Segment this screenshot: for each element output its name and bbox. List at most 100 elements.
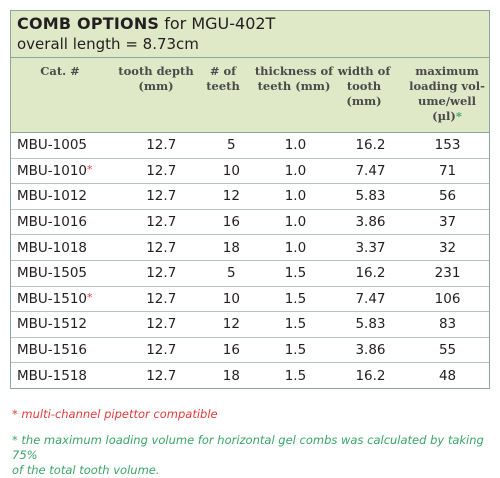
cell-width: 3.37 — [334, 234, 407, 261]
cell-cat-number: MBU-1010* — [11, 157, 116, 184]
cell-width: 3.86 — [334, 336, 407, 363]
multichannel-star: * — [87, 162, 93, 176]
table-row: MBU-1516 12.7 16 1.5 3.86 55 — [11, 336, 489, 363]
cell-tooth-depth: 12.7 — [115, 285, 207, 312]
cat-number-text: MBU-1012 — [17, 188, 88, 205]
table-row: MBU-1510* 12.7 10 1.5 7.47 106 — [11, 285, 489, 312]
table-row: MBU-1518 12.7 18 1.5 16.2 48 — [11, 362, 489, 388]
cell-num-teeth: 10 — [206, 157, 257, 184]
cat-number-text: MBU-1016 — [17, 214, 88, 231]
cell-thickness: 1.5 — [256, 362, 335, 388]
cell-width: 3.86 — [334, 208, 407, 235]
note-volume-line2: of the total tooth volume. — [12, 463, 160, 477]
cell-volume: 83 — [406, 311, 489, 338]
cell-cat-number: MBU-1516 — [11, 336, 116, 363]
cell-num-teeth: 18 — [206, 234, 257, 261]
cell-tooth-depth: 12.7 — [115, 362, 207, 388]
cell-num-teeth: 12 — [206, 311, 257, 338]
cell-thickness: 1.0 — [256, 234, 335, 261]
header-volume: maximum loading vol-ume/well (µl)* — [409, 64, 485, 124]
column-header-row: Cat. # tooth depth (mm) # of teeth thick… — [11, 58, 489, 132]
cell-tooth-depth: 12.7 — [115, 208, 207, 235]
cell-tooth-depth: 12.7 — [146, 137, 177, 154]
cell-cat-number: MBU-1510* — [11, 285, 116, 312]
cell-cat-number: MBU-1505 — [11, 259, 116, 287]
table-row: MBU-1010* 12.7 10 1.0 7.47 71 — [11, 157, 489, 184]
note-volume-line1: * the maximum loading volume for horizon… — [12, 433, 484, 462]
cat-number-text: MBU-1010 — [17, 162, 88, 179]
header-cat: Cat. # — [40, 64, 80, 78]
table-title: COMB OPTIONS for MGU-402T — [17, 14, 483, 34]
cell-thickness: 1.5 — [256, 336, 335, 363]
cell-volume: 37 — [406, 208, 489, 235]
header-width: width of tooth (mm) — [337, 64, 391, 108]
title-suffix: for MGU-402T — [159, 14, 276, 33]
cell-tooth-depth: 12.7 — [115, 259, 207, 287]
cell-num-teeth: 10 — [206, 285, 257, 312]
cell-thickness: 1.5 — [256, 311, 335, 338]
header-thickness: thickness of teeth (mm) — [254, 64, 334, 93]
cell-cat-number: MBU-1016 — [11, 208, 116, 235]
table-row: MBU-1505 12.7 5 1.5 16.2 231 — [11, 259, 489, 287]
cell-num-teeth: 16 — [206, 208, 257, 235]
cell-num-teeth: 12 — [206, 183, 257, 210]
cell-width: 5.83 — [334, 183, 407, 210]
note-multichannel: * multi-channel pipettor compatible — [12, 407, 218, 421]
header-num-teeth: # of teeth — [206, 64, 240, 93]
cell-cat-number: MBU-1518 — [11, 362, 116, 388]
header-tooth-depth: tooth depth (mm) — [118, 64, 194, 93]
cell-thickness: 1.0 — [256, 157, 335, 184]
cell-thickness: 1.0 — [256, 183, 335, 210]
cell-tooth-depth: 12.7 — [115, 311, 207, 338]
cell-tooth-depth: 12.7 — [115, 336, 207, 363]
table-row: MBU-1012 12.7 12 1.0 5.83 56 — [11, 183, 489, 210]
cell-tooth-depth: 12.7 — [115, 157, 207, 184]
cell-volume: 32 — [406, 234, 489, 261]
header-volume-label: maximum loading vol-ume/well (µl)* — [409, 64, 485, 123]
comb-options-table-card: COMB OPTIONS for MGU-402T overall length… — [10, 10, 490, 389]
cat-number-text: MBU-1510 — [17, 290, 88, 307]
cell-width: 16.2 — [334, 362, 407, 388]
cat-number-text: MBU-1005 — [17, 137, 88, 154]
cell-volume: 231 — [406, 259, 489, 287]
header-divider — [11, 132, 489, 133]
table-body: MBU-1005 12.7 5 1.0 16.2 153 MBU-1010* 12.7 10 1.… — [11, 133, 489, 388]
cell-tooth-depth: 12.7 — [115, 234, 207, 261]
cell-num-teeth: 16 — [206, 336, 257, 363]
cat-number-text: MBU-1512 — [17, 316, 88, 333]
cell-volume: 153 — [434, 137, 461, 154]
cell-num-teeth: 5 — [227, 137, 236, 154]
cell-cat-number: MBU-1512 — [11, 311, 116, 338]
cell-thickness: 1.5 — [256, 285, 335, 312]
multichannel-star: * — [87, 290, 93, 304]
cell-volume: 106 — [406, 285, 489, 312]
cell-volume: 56 — [406, 183, 489, 210]
cell-tooth-depth: 12.7 — [115, 183, 207, 210]
cat-number-text: MBU-1518 — [17, 367, 88, 384]
cell-num-teeth: 5 — [206, 259, 257, 287]
cat-number-text: MBU-1516 — [17, 342, 88, 359]
cell-thickness: 1.0 — [284, 137, 307, 154]
table-row: MBU-1016 12.7 16 1.0 3.86 37 — [11, 208, 489, 235]
cat-number-text: MBU-1505 — [17, 265, 88, 282]
table-row: MBU-1005 12.7 5 1.0 16.2 153 — [11, 133, 489, 158]
cell-volume: 55 — [406, 336, 489, 363]
cell-cat-number: MBU-1005 — [11, 133, 116, 158]
comb-options-table: MBU-1005 12.7 5 1.0 16.2 153 MBU-1010* 12.7 10 1.… — [11, 133, 489, 388]
cat-number-text: MBU-1018 — [17, 239, 88, 256]
cell-width: 5.83 — [334, 311, 407, 338]
cell-width: 16.2 — [355, 137, 386, 154]
cell-num-teeth: 18 — [206, 362, 257, 388]
cell-cat-number: MBU-1018 — [11, 234, 116, 261]
title-band: COMB OPTIONS for MGU-402T overall length… — [11, 11, 489, 57]
cell-thickness: 1.5 — [256, 259, 335, 287]
cell-volume: 48 — [406, 362, 489, 388]
cell-width: 16.2 — [334, 259, 407, 287]
table-row: MBU-1512 12.7 12 1.5 5.83 83 — [11, 311, 489, 338]
cell-volume: 71 — [406, 157, 489, 184]
table-row: MBU-1018 12.7 18 1.0 3.37 32 — [11, 234, 489, 261]
volume-note-star: * — [455, 109, 462, 123]
title-bold: COMB OPTIONS — [17, 14, 160, 33]
cell-cat-number: MBU-1012 — [11, 183, 116, 210]
cell-thickness: 1.0 — [256, 208, 335, 235]
